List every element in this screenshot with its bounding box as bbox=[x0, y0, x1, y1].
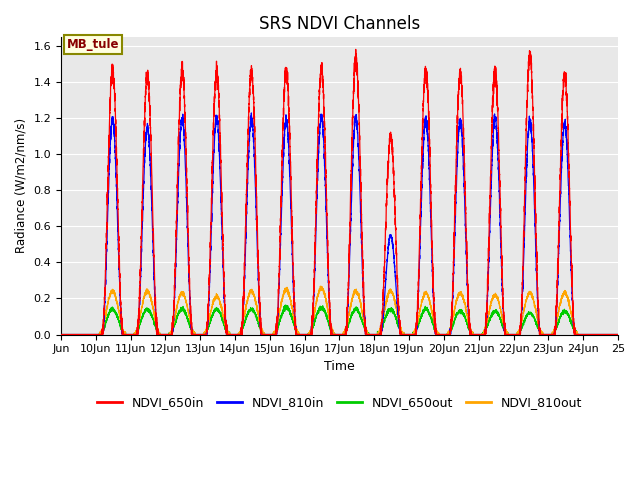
NDVI_810in bbox=[411, 332, 419, 337]
NDVI_650in bbox=[470, 332, 478, 337]
NDVI_810out bbox=[500, 320, 508, 326]
NDVI_810out bbox=[259, 327, 266, 333]
Text: MB_tule: MB_tule bbox=[67, 38, 119, 51]
NDVI_810out bbox=[57, 332, 65, 337]
NDVI_650in bbox=[259, 332, 266, 337]
Line: NDVI_650in: NDVI_650in bbox=[61, 49, 618, 335]
Line: NDVI_810out: NDVI_810out bbox=[61, 286, 618, 335]
NDVI_650in bbox=[500, 309, 508, 314]
NDVI_810in bbox=[259, 332, 267, 337]
Y-axis label: Radiance (W/m2/nm/s): Radiance (W/m2/nm/s) bbox=[15, 119, 28, 253]
NDVI_810in bbox=[470, 332, 478, 337]
NDVI_650out bbox=[470, 332, 478, 337]
NDVI_650in bbox=[387, 129, 394, 135]
NDVI_810in bbox=[387, 233, 394, 239]
NDVI_650out bbox=[57, 332, 65, 337]
NDVI_650out bbox=[411, 330, 419, 336]
NDVI_810out bbox=[614, 332, 622, 337]
NDVI_810out bbox=[411, 330, 419, 336]
NDVI_650in bbox=[411, 332, 419, 337]
NDVI_810in bbox=[614, 332, 622, 337]
NDVI_650in bbox=[352, 47, 360, 52]
NDVI_650out bbox=[259, 330, 266, 336]
X-axis label: Time: Time bbox=[324, 360, 355, 373]
NDVI_810out bbox=[470, 332, 478, 337]
NDVI_650out bbox=[614, 332, 622, 337]
NDVI_810out bbox=[85, 332, 93, 337]
NDVI_810out bbox=[316, 283, 324, 289]
NDVI_650out bbox=[85, 332, 93, 337]
Title: SRS NDVI Channels: SRS NDVI Channels bbox=[259, 15, 420, 33]
NDVI_810out bbox=[387, 288, 394, 294]
NDVI_650out bbox=[500, 326, 508, 332]
NDVI_810in bbox=[500, 320, 508, 325]
Legend: NDVI_650in, NDVI_810in, NDVI_650out, NDVI_810out: NDVI_650in, NDVI_810in, NDVI_650out, NDV… bbox=[92, 391, 587, 414]
NDVI_810in bbox=[57, 332, 65, 337]
Line: NDVI_810in: NDVI_810in bbox=[61, 113, 618, 335]
NDVI_650in bbox=[85, 332, 93, 337]
NDVI_650out bbox=[387, 307, 394, 312]
NDVI_650out bbox=[282, 302, 290, 308]
NDVI_650in bbox=[614, 332, 622, 337]
NDVI_650in bbox=[57, 332, 65, 337]
Line: NDVI_650out: NDVI_650out bbox=[61, 305, 618, 335]
NDVI_810in bbox=[248, 110, 255, 116]
NDVI_810in bbox=[85, 332, 93, 337]
